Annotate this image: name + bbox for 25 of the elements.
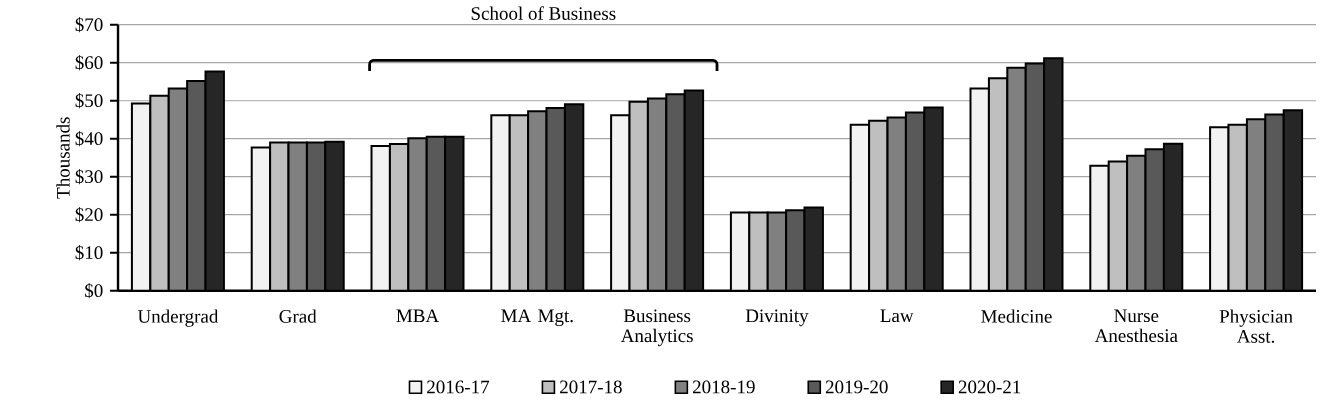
x-tick-label: Business Analytics: [620, 309, 693, 347]
x-tick-label: Law: [880, 309, 914, 323]
x-tick-label: Undergrad: [137, 309, 219, 327]
x-tick-label: Physician Asst.: [1219, 309, 1293, 344]
legend-label: 2019-20: [825, 380, 888, 394]
y-tick-label: $50: [75, 93, 103, 109]
x-tick-label: Divinity: [745, 309, 809, 327]
y-tick-label: $0: [85, 283, 103, 299]
x-tick-label: Nurse Anesthesia: [1094, 309, 1178, 343]
y-tick-label: $20: [75, 207, 103, 223]
x-tick-label: Grad: [279, 309, 317, 323]
x-tick-label: Medicine: [981, 309, 1052, 323]
legend-label: 2017-18: [560, 380, 622, 394]
y-tick-label: $30: [75, 169, 103, 185]
x-tick-label: MBA: [396, 309, 440, 323]
x-tick-label: MA Mgt.: [501, 309, 573, 327]
legend-label: 2020-21: [958, 380, 1021, 394]
legend-label: 2016-17: [427, 380, 490, 394]
text: School of Business: [471, 6, 616, 21]
legend-label: 2018-19: [692, 380, 755, 394]
y-tick-label: $10: [75, 245, 103, 261]
y-tick-label: $40: [75, 131, 103, 147]
y-tick-label: $70: [75, 17, 103, 33]
y-tick-label: $60: [75, 55, 103, 71]
y-axis-title: Thousands: [56, 117, 70, 199]
